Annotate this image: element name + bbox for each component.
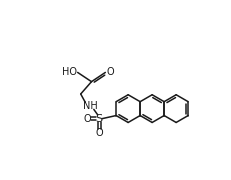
Text: S: S [95,114,102,124]
Text: O: O [83,114,90,124]
Text: HO: HO [62,67,76,77]
Text: NH: NH [82,101,97,111]
Text: O: O [106,67,114,77]
Text: O: O [95,128,103,138]
